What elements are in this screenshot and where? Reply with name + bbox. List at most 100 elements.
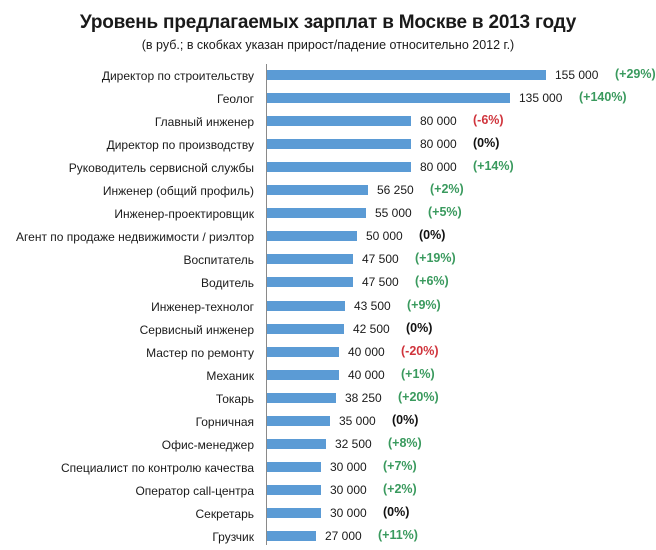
value-label: 47 500 [362,275,399,290]
bar [267,231,357,242]
change-label: (+9%) [407,297,441,312]
value-label: 40 000 [348,367,385,382]
category-label: Грузчик [212,530,254,544]
value-label: 43 500 [354,298,391,313]
value-label: 80 000 [420,114,457,129]
value-label: 35 000 [339,413,376,428]
bar-row: Директор по строительству 155 000 (+29%) [0,66,656,89]
value-label: 50 000 [366,229,403,244]
bar [267,531,316,541]
change-label: (+11%) [378,528,418,542]
change-label: (+6%) [415,274,449,289]
value-label: 55 000 [375,206,412,221]
category-label: Геолог [217,92,254,107]
value-label: 80 000 [420,160,457,175]
bar-row: Воспитатель 47 500 (+19%) [0,250,656,273]
value-label: 135 000 [519,91,563,106]
bar [267,185,368,196]
category-label: Руководитель сервисной службы [68,161,254,176]
change-label: (+19%) [415,251,456,266]
change-label: (0%) [392,412,419,427]
bar [267,70,546,80]
bar [267,438,326,449]
category-label: Директор по производству [106,138,254,153]
y-axis-line [266,64,267,545]
bar-row: Механик 40 000 (+1%) [0,366,656,389]
value-label: 30 000 [330,482,367,497]
bar-row: Грузчик 27 000 (+11%) [0,527,656,550]
value-label: 30 000 [330,459,367,474]
value-label: 27 000 [325,529,362,543]
bar-row: Геолог 135 000 (+140%) [0,89,656,112]
category-label: Водитель [200,276,254,291]
change-label: (+29%) [615,67,656,81]
change-label: (+2%) [430,182,464,197]
bar [267,392,336,403]
change-label: (0%) [473,136,500,151]
bar-row: Инженер-технолог 43 500 (+9%) [0,297,656,320]
value-label: 30 000 [330,505,367,520]
category-label: Инженер-технолог [151,299,254,314]
bar [267,484,321,495]
bar [267,93,510,104]
category-label: Мастер по ремонту [146,345,254,360]
category-label: Секретарь [195,506,255,521]
bar [267,323,344,334]
bar-row: Оператор call-центра 30 000 (+2%) [0,481,656,504]
bar-row: Инженер-проектировщик 55 000 (+5%) [0,204,656,227]
bar [267,461,321,472]
category-label: Оператор call-центра [135,483,254,498]
change-label: (+140%) [579,90,627,105]
bar [267,369,339,380]
change-label: (+5%) [428,205,462,220]
change-label: (+20%) [398,389,439,404]
bar-row: Токарь 38 250 (+20%) [0,389,656,412]
change-label: (+7%) [383,458,417,473]
value-label: 32 500 [335,436,372,451]
category-label: Главный инженер [154,115,254,130]
bar [267,254,353,265]
value-label: 155 000 [555,68,599,82]
bar-row: Директор по производству 80 000 (0%) [0,135,656,158]
category-label: Офис-менеджер [161,437,254,452]
change-label: (0%) [406,320,433,335]
bar [267,300,345,311]
value-label: 80 000 [420,137,457,152]
change-label: (0%) [383,504,410,519]
change-label: (+1%) [401,366,435,381]
change-label: (+14%) [473,159,514,174]
change-label: (-20%) [401,343,439,358]
bar [267,277,353,288]
bar-row: Специалист по контролю качества 30 000 (+7… [0,458,656,481]
category-label: Сервисный инженер [139,322,254,337]
chart-subtitle: (в руб.; в скобках указан прирост/падени… [141,38,515,52]
bar-row: Сервисный инженер 42 500 (0%) [0,320,656,343]
category-label: Специалист по контролю качества [61,460,254,475]
category-label: Директор по строительству [101,69,254,83]
bar-row: Руководитель сервисной службы 80 000 (+14%… [0,158,656,181]
change-label: (-6%) [473,113,504,128]
chart-title: Уровень предлагаемых зарплат в Москве в … [79,12,577,33]
bar-row: Мастер по ремонту 40 000 (-20%) [0,343,656,366]
change-label: (+8%) [388,435,422,450]
change-label: (+2%) [383,481,417,496]
value-label: 56 250 [377,183,414,198]
bar [267,415,330,426]
bar-row: Секретарь 30 000 (0%) [0,504,656,527]
value-label: 38 250 [345,390,382,405]
bar-row: Инженер (общий профиль) 56 250 (+2%) [0,181,656,204]
category-label: Горничная [195,414,254,429]
value-label: 47 500 [362,252,399,267]
category-label: Агент по продаже недвижимости / риэлтор [16,230,254,245]
bar-row: Горничная 35 000 (0%) [0,412,656,435]
bar [267,139,411,150]
bar-row: Офис-менеджер 32 500 (+8%) [0,435,656,458]
bar-row: Агент по продаже недвижимости / риэлтор 5… [0,227,656,250]
bar [267,162,411,173]
category-label: Инженер-проектировщик [114,207,254,222]
category-label: Воспитатель [183,253,254,268]
bar-row: Главный инженер 80 000 (-6%) [0,112,656,135]
bar [267,208,366,219]
bar [267,116,411,127]
value-label: 42 500 [353,321,390,336]
